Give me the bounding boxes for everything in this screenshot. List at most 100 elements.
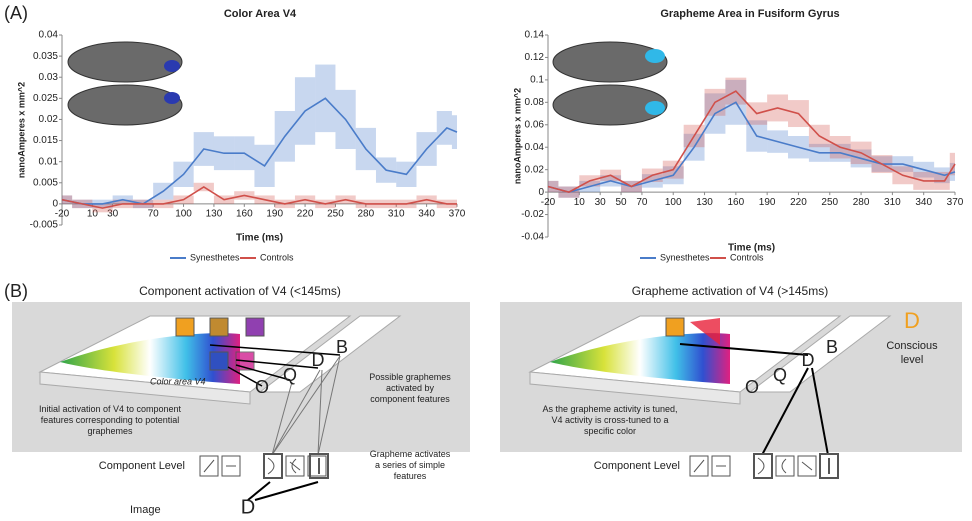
x-axis-label: Time (ms) [728,243,775,254]
diagram-title: Grapheme activation of V4 (>145ms) [632,284,828,298]
note: Conscious level [886,340,938,366]
level-label: Component Level [594,460,680,472]
x-tick-label: 70 [636,197,648,208]
error-band [62,195,73,204]
diagram-title: Component activation of V4 (<145ms) [139,284,341,298]
y-tick-label: 0.005 [33,177,58,188]
y-tick-label: 0 [52,199,58,210]
letter: Q [283,365,297,385]
y-tick-label: -0.005 [30,220,59,231]
x-tick-label: 220 [790,197,807,208]
chart-title: Color Area V4 [224,8,297,20]
panel-label: (B) [4,281,28,301]
x-axis-label: Time (ms) [236,233,283,244]
y-tick-label: 0.025 [33,93,58,104]
note: Initial activation of V4 to component fea… [39,404,182,436]
note: Grapheme activates a series of simple feat… [370,449,451,481]
x-tick-label: 100 [175,209,192,220]
x-tick-label: 250 [327,209,344,220]
x-tick-label: 340 [418,209,435,220]
x-tick-label: 310 [388,209,405,220]
brain-image [67,41,183,126]
conscious-letter: D [904,308,920,333]
x-tick-label: 30 [107,209,119,220]
x-tick-label: 160 [236,209,253,220]
y-tick-label: 0.06 [525,119,545,130]
y-tick-label: 0.03 [39,72,59,83]
image-label: Image [130,504,161,516]
y-tick-label: 0.08 [525,97,545,108]
x-tick-label: 100 [665,197,682,208]
y-axis-label: nanoAmperes x mm^2 [16,82,26,178]
y-tick-label: -0.04 [521,232,544,243]
error-band [451,115,457,149]
letter: D [802,350,815,370]
y-tick-label: 0.04 [39,30,59,41]
legend-label: Controls [260,252,294,262]
y-tick-label: 0 [538,187,544,198]
error-band [548,180,559,193]
letter: D [312,350,325,370]
error-band [436,111,452,145]
x-tick-label: -20 [55,209,70,220]
image-letter: D [241,496,255,518]
letter: Q [773,365,787,385]
arrow [247,481,319,501]
slab [38,315,402,456]
panel-label: (A) [4,3,28,23]
chart-title: Grapheme Area in Fusiform Gyrus [660,8,839,20]
letter: O [745,377,759,397]
x-tick-label: 280 [358,209,375,220]
y-tick-label: 0.1 [530,75,544,86]
legend-label: Synesthetes [190,252,240,262]
letter: B [826,337,838,357]
x-tick-label: -20 [541,197,556,208]
error-band [949,152,955,176]
x-tick-label: 160 [728,197,745,208]
feature-boxes [689,453,839,479]
y-tick-label: 0.04 [525,142,545,153]
series-line [61,97,458,205]
x-tick-label: 310 [884,197,901,208]
y-tick-label: 0.01 [39,156,59,167]
series-line [547,101,956,193]
letter: O [255,377,269,397]
x-tick-label: 10 [87,209,99,220]
x-tick-label: 370 [947,197,964,208]
y-tick-label: 0.015 [33,135,58,146]
x-tick-label: 190 [759,197,776,208]
y-axis-label: nanoAmperes x mm^2 [512,88,522,184]
y-tick-label: -0.02 [521,209,544,220]
slab [528,315,892,456]
x-tick-label: 280 [853,197,870,208]
x-tick-label: 70 [148,209,160,220]
y-tick-label: 0.02 [525,164,545,175]
series-line [61,186,457,209]
series-line [547,90,956,193]
error-band [62,195,73,204]
letter: B [336,337,348,357]
feature-boxes [199,453,329,479]
level-label: Component Level [99,460,185,472]
x-tick-label: 10 [574,197,586,208]
x-tick-label: 190 [266,209,283,220]
error-band [949,162,955,181]
brain-image [552,41,668,126]
error-band [548,180,559,193]
x-tick-label: 220 [297,209,314,220]
x-tick-label: 340 [915,197,932,208]
y-tick-label: 0.12 [525,52,545,63]
area-label: Color area V4 [150,376,206,386]
y-tick-label: 0.035 [33,51,58,62]
legend-label: Synesthetes [660,252,710,262]
x-tick-label: 250 [821,197,838,208]
x-tick-label: 130 [206,209,223,220]
note: As the grapheme activity is tuned, V4 act… [542,404,677,436]
legend-label: Controls [730,252,764,262]
x-tick-label: 30 [595,197,607,208]
x-tick-label: 130 [696,197,713,208]
note: Possible graphemes activated by component … [369,372,451,404]
x-tick-label: 50 [615,197,627,208]
y-tick-label: 0.02 [39,114,59,125]
